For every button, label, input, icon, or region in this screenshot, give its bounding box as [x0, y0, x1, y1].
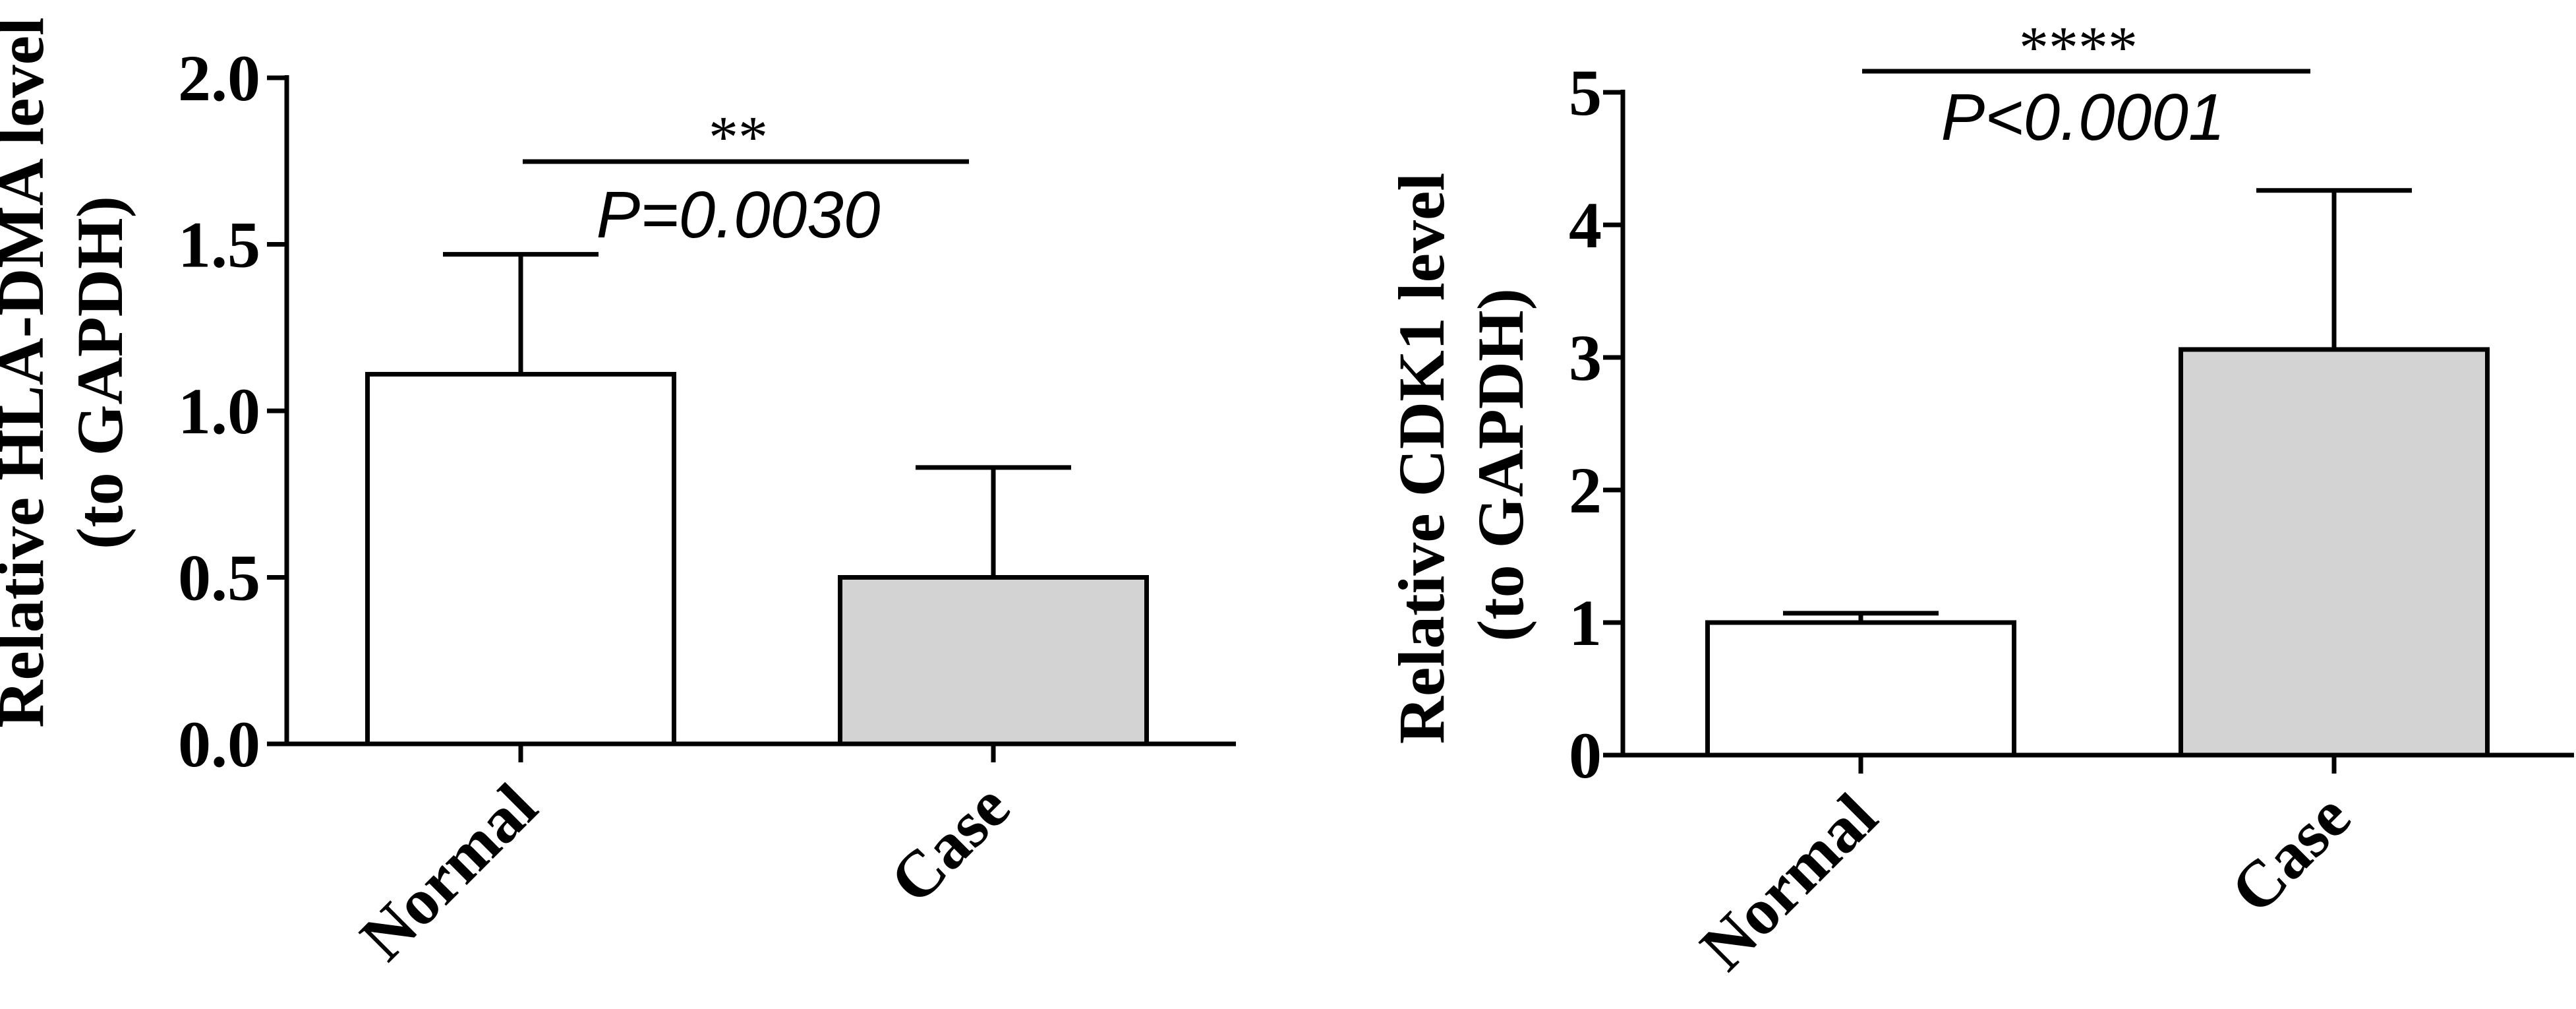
p-value-label: P=0.0030 — [597, 178, 881, 252]
y-tick-label: 4 — [1569, 189, 1602, 262]
y-tick-label: 0 — [1569, 719, 1602, 792]
y-axis-label-line1: Relative HLA-DMA level — [0, 17, 57, 728]
chart-cdk1: Relative CDK1 level (to GAPDH) **** P<0.… — [1385, 15, 2574, 984]
p-value-label: P<0.0001 — [1941, 80, 2225, 154]
y-tick-label: 1 — [1569, 586, 1602, 659]
y-tick-label: 5 — [1569, 56, 1602, 129]
x-tick-label-normal: Normal — [1686, 780, 1890, 984]
y-axis-label-line2: (to GAPDH) — [63, 196, 136, 549]
y-tick-label: 0.5 — [178, 541, 260, 615]
bar-case — [2179, 347, 2490, 758]
y-tick-label: 3 — [1569, 321, 1602, 394]
y-tick-label: 1.5 — [178, 208, 260, 282]
x-tick-label-normal: Normal — [346, 770, 550, 974]
bar-normal — [1705, 620, 2016, 758]
y-tick-label: 2 — [1569, 454, 1602, 527]
y-tick-label: 1.0 — [178, 375, 260, 448]
y-axis-label-line2: (to GAPDH) — [1464, 288, 1537, 642]
bar-normal — [365, 371, 676, 747]
x-tick-label-case: Case — [2217, 780, 2364, 927]
chart-hla-dma: Relative HLA-DMA level (to GAPDH) ** P=0… — [0, 17, 1236, 974]
y-tick-label: 2.0 — [178, 42, 260, 115]
y-axis-label-line1: Relative CDK1 level — [1385, 173, 1458, 744]
x-tick-label-case: Case — [876, 770, 1024, 917]
bar-case — [838, 575, 1149, 747]
y-tick-label: 0.0 — [178, 708, 260, 781]
